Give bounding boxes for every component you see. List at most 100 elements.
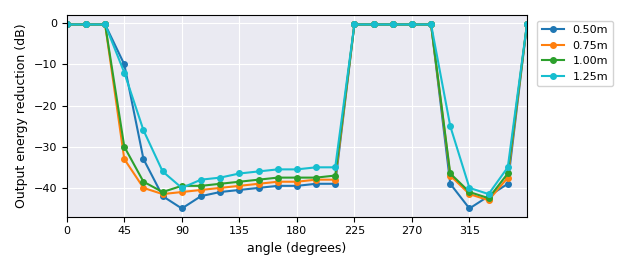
1.25m bbox=[370, 23, 377, 26]
1.00m bbox=[466, 190, 474, 194]
0.75m bbox=[447, 174, 454, 177]
0.75m bbox=[121, 157, 128, 161]
0.50m bbox=[274, 184, 281, 187]
1.25m bbox=[523, 23, 531, 26]
1.25m bbox=[389, 23, 396, 26]
0.50m bbox=[217, 190, 224, 194]
0.75m bbox=[427, 23, 435, 26]
X-axis label: angle (degrees): angle (degrees) bbox=[247, 242, 347, 255]
1.00m bbox=[178, 184, 186, 187]
1.25m bbox=[504, 166, 512, 169]
1.25m bbox=[485, 193, 492, 196]
1.25m bbox=[427, 23, 435, 26]
1.00m bbox=[255, 178, 263, 181]
0.50m bbox=[159, 194, 166, 198]
0.50m bbox=[485, 194, 492, 198]
Y-axis label: Output energy reduction (dB): Output energy reduction (dB) bbox=[15, 23, 28, 208]
0.75m bbox=[485, 199, 492, 202]
1.00m bbox=[82, 23, 90, 26]
Legend: 0.50m, 0.75m, 1.00m, 1.25m: 0.50m, 0.75m, 1.00m, 1.25m bbox=[537, 21, 613, 86]
1.00m bbox=[408, 23, 416, 26]
0.50m bbox=[63, 23, 70, 26]
0.50m bbox=[427, 23, 435, 26]
1.25m bbox=[159, 170, 166, 173]
Line: 0.75m: 0.75m bbox=[64, 22, 530, 203]
0.50m bbox=[255, 186, 263, 190]
1.00m bbox=[159, 190, 166, 194]
1.00m bbox=[427, 23, 435, 26]
0.50m bbox=[236, 188, 243, 192]
1.25m bbox=[82, 23, 90, 26]
0.75m bbox=[350, 23, 358, 26]
1.00m bbox=[121, 145, 128, 148]
1.00m bbox=[274, 176, 281, 179]
0.50m bbox=[350, 23, 358, 26]
0.75m bbox=[274, 180, 281, 183]
1.00m bbox=[389, 23, 396, 26]
1.25m bbox=[408, 23, 416, 26]
0.50m bbox=[312, 182, 320, 185]
0.75m bbox=[408, 23, 416, 26]
0.50m bbox=[447, 182, 454, 185]
0.75m bbox=[523, 23, 531, 26]
0.50m bbox=[121, 63, 128, 66]
1.25m bbox=[466, 186, 474, 190]
1.25m bbox=[139, 129, 147, 132]
0.75m bbox=[217, 186, 224, 190]
0.75m bbox=[370, 23, 377, 26]
0.75m bbox=[139, 186, 147, 190]
1.25m bbox=[197, 178, 205, 181]
0.75m bbox=[101, 23, 109, 26]
1.00m bbox=[523, 23, 531, 26]
1.25m bbox=[312, 166, 320, 169]
1.00m bbox=[312, 176, 320, 179]
1.25m bbox=[293, 168, 301, 171]
0.75m bbox=[332, 178, 339, 181]
0.50m bbox=[523, 23, 531, 26]
0.50m bbox=[101, 23, 109, 26]
0.75m bbox=[293, 180, 301, 183]
0.50m bbox=[197, 194, 205, 198]
0.50m bbox=[139, 157, 147, 161]
1.25m bbox=[178, 186, 186, 190]
0.75m bbox=[504, 176, 512, 179]
0.75m bbox=[63, 23, 70, 26]
1.00m bbox=[293, 176, 301, 179]
0.50m bbox=[332, 182, 339, 185]
1.25m bbox=[332, 166, 339, 169]
1.00m bbox=[504, 172, 512, 175]
0.50m bbox=[389, 23, 396, 26]
0.50m bbox=[178, 207, 186, 210]
1.25m bbox=[274, 168, 281, 171]
0.50m bbox=[370, 23, 377, 26]
0.50m bbox=[504, 182, 512, 185]
0.75m bbox=[236, 184, 243, 187]
0.75m bbox=[159, 193, 166, 196]
0.50m bbox=[82, 23, 90, 26]
1.00m bbox=[485, 197, 492, 200]
1.25m bbox=[217, 176, 224, 179]
1.00m bbox=[447, 172, 454, 175]
1.25m bbox=[101, 23, 109, 26]
Line: 1.00m: 1.00m bbox=[64, 22, 530, 201]
0.50m bbox=[293, 184, 301, 187]
1.00m bbox=[63, 23, 70, 26]
1.00m bbox=[101, 23, 109, 26]
1.25m bbox=[447, 124, 454, 128]
1.25m bbox=[121, 71, 128, 74]
1.25m bbox=[255, 170, 263, 173]
1.25m bbox=[236, 172, 243, 175]
1.00m bbox=[370, 23, 377, 26]
1.25m bbox=[350, 23, 358, 26]
0.75m bbox=[197, 188, 205, 192]
1.00m bbox=[236, 180, 243, 183]
1.25m bbox=[63, 23, 70, 26]
1.00m bbox=[217, 182, 224, 185]
0.75m bbox=[82, 23, 90, 26]
1.00m bbox=[139, 180, 147, 183]
0.50m bbox=[466, 207, 474, 210]
1.00m bbox=[197, 184, 205, 187]
0.50m bbox=[408, 23, 416, 26]
0.75m bbox=[255, 182, 263, 185]
0.75m bbox=[389, 23, 396, 26]
